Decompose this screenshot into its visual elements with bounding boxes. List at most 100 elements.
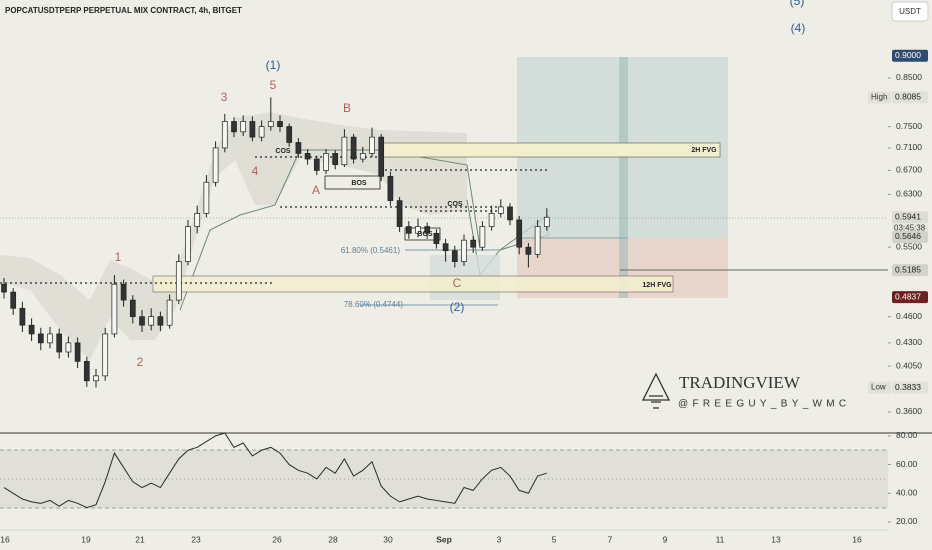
candle-body [405, 226, 412, 234]
candle-body [258, 126, 265, 138]
price-label-box [892, 381, 928, 394]
y-tick-label: 0.6300 [896, 189, 922, 199]
candle-body [10, 291, 17, 309]
annotation: COS [447, 201, 463, 208]
y-tick-label: 0.6700 [896, 165, 922, 175]
price-label-name-box [868, 91, 891, 104]
logo-shape [641, 372, 671, 401]
candle-body [304, 153, 311, 160]
price-label-box [892, 230, 928, 243]
candle-body [424, 226, 431, 234]
candle-body [479, 226, 486, 248]
price-label-box [892, 264, 928, 277]
candle-body [534, 226, 541, 255]
candle-body [157, 316, 164, 326]
candle-body [47, 333, 53, 344]
candle-body [185, 226, 191, 262]
channel-mid [179, 149, 481, 311]
y-tick-label: 0.7500 [896, 121, 922, 131]
price-label-box [892, 49, 928, 62]
candle-body [323, 153, 329, 171]
candle-body [350, 136, 357, 160]
candle-body [451, 250, 458, 262]
price-label: 0.5941 [895, 211, 921, 221]
y-tick-label: 0.4300 [896, 337, 922, 347]
candle-body [433, 232, 440, 245]
y-tick-label: 0.4600 [896, 311, 922, 321]
annotation: (4) [791, 21, 806, 35]
candle-body [415, 226, 421, 234]
candle-body [148, 316, 155, 326]
y-tick-label: 0.7100 [896, 142, 922, 152]
countdown: 03:45:38 [894, 223, 926, 232]
candle-body [203, 181, 210, 214]
candle-body [516, 219, 523, 248]
x-tick-label: 19 [81, 534, 91, 544]
y-tick-label: 0.8500 [896, 72, 922, 82]
candle-body [120, 283, 127, 301]
author: @FREEGUY_BY_WMC [678, 399, 850, 410]
annotation: 12H FVG [642, 282, 672, 289]
candle-body [488, 213, 495, 227]
candle-body [369, 136, 375, 154]
price-label-box [892, 211, 928, 224]
annotation: (1) [266, 58, 281, 72]
structure-lines [0, 156, 550, 284]
price-label: 0.3833 [895, 382, 921, 392]
candle-body [286, 126, 293, 143]
candle-body [139, 316, 145, 326]
x-tick-label: 28 [328, 534, 338, 544]
candle-body [525, 246, 532, 255]
candle-body [28, 324, 35, 335]
rsi-tick-label: 40.00 [896, 488, 918, 498]
watermark: TRADINGVIEW [679, 373, 801, 392]
candle-body [212, 147, 219, 183]
annotation: BOS [417, 231, 433, 238]
candle-body [83, 361, 90, 382]
annotation: 2 [137, 355, 144, 369]
logo-shape [649, 395, 663, 409]
candle-body [387, 175, 394, 201]
candle-body [359, 153, 366, 160]
annotation: COS [275, 148, 291, 155]
annotation: B [343, 101, 351, 115]
annotation: C [453, 276, 462, 290]
candle-body [74, 342, 81, 362]
annotation: 61.80% (0.5461) [341, 246, 400, 255]
watermark-logo [641, 372, 671, 409]
chart-title: POPCATUSDTPERP PERPETUAL MIX CONTRACT, 4… [5, 6, 242, 15]
price-label-box [892, 91, 928, 104]
price-label-box [892, 291, 928, 304]
candle-body [240, 121, 247, 133]
currency: USDT [899, 7, 921, 16]
bos-box [324, 175, 381, 190]
candle-body [56, 333, 63, 353]
x-tick-label: 16 [0, 534, 10, 544]
annotation: 5 [270, 78, 277, 92]
price-label: 0.8085 [895, 92, 921, 102]
candle-body [19, 307, 26, 326]
x-tick-label: 3 [497, 534, 502, 544]
candle-body [396, 200, 403, 227]
candle-body [332, 153, 339, 166]
annotation: 1 [115, 250, 122, 264]
candle-body [37, 333, 44, 344]
candle-body [221, 121, 228, 149]
plot-layer: 0.8500 0.7500 0.7100 0.6700 0.6300 0.5500 0.46… [0, 49, 928, 544]
candle-body [378, 136, 385, 177]
x-tick-label: 16 [852, 534, 862, 544]
annotation: 3 [221, 90, 228, 104]
x-tick-label: Sep [436, 534, 452, 544]
candle-body [461, 239, 467, 262]
price-label: 0.4837 [895, 291, 921, 301]
candle-body [129, 299, 136, 317]
candle-body [442, 243, 449, 252]
x-tick-label: 21 [135, 534, 145, 544]
candle-body [194, 213, 201, 227]
candle-body [267, 121, 274, 127]
annotation: (5) [790, 0, 805, 8]
rsi-tick-label: 60.00 [896, 459, 918, 469]
price-label-name: Low [871, 383, 886, 392]
candle-body [249, 121, 256, 138]
